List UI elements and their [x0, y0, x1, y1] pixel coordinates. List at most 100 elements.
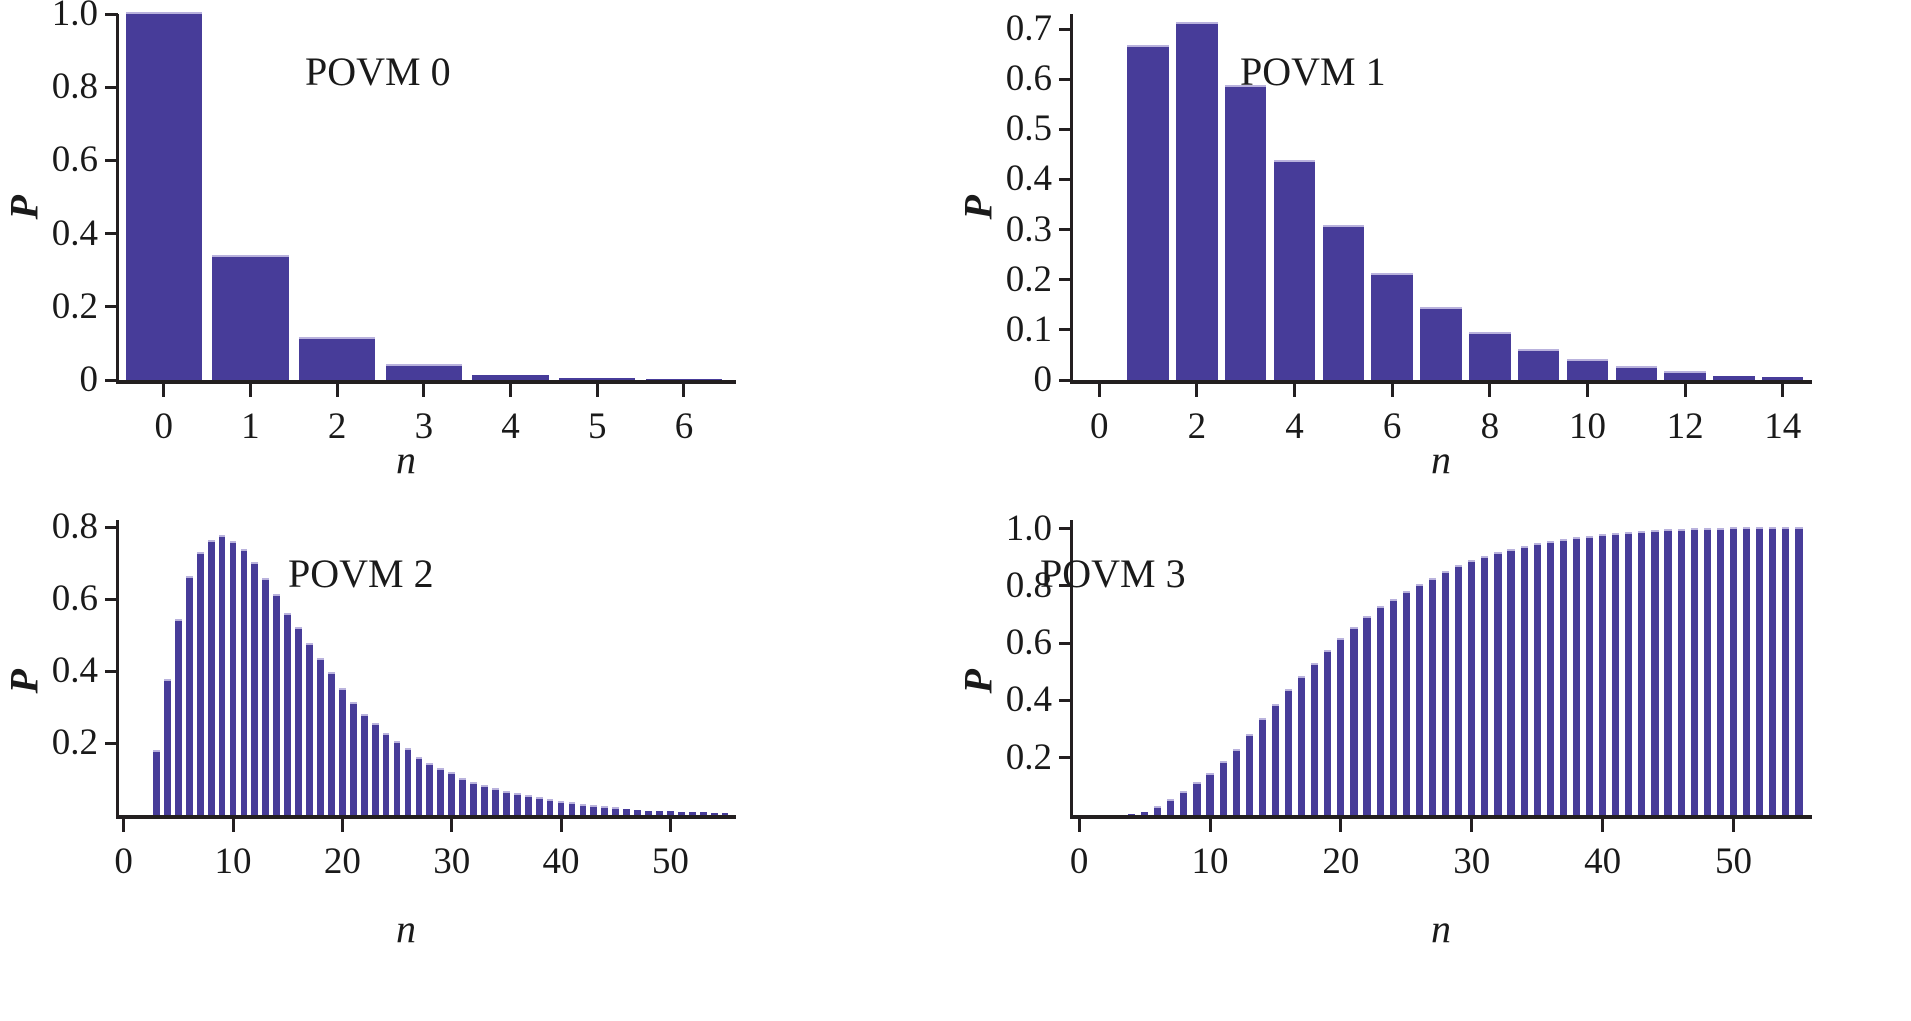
bar — [1389, 598, 1397, 815]
bar — [1176, 21, 1218, 380]
bar — [1729, 527, 1738, 815]
x-tick-label: 6 — [1382, 406, 1402, 447]
x-tick-label: 0 — [114, 841, 133, 882]
x-tick-povm-1 — [1488, 383, 1492, 397]
bar — [710, 812, 718, 815]
bar — [1507, 548, 1515, 815]
bar — [546, 798, 554, 815]
y-axis-line-povm-0 — [116, 14, 119, 380]
y-tick-label: 0 — [79, 359, 99, 400]
bar — [338, 687, 346, 815]
bar — [229, 541, 237, 815]
y-tick-label: 0.8 — [51, 506, 98, 548]
bar — [295, 627, 302, 815]
bar — [1273, 159, 1316, 380]
bar — [1415, 583, 1423, 815]
bar — [415, 756, 423, 815]
y-tick-povm-1 — [1059, 77, 1072, 81]
x-tick-povm-0 — [248, 383, 252, 397]
y-tick-label: 0.4 — [51, 212, 98, 254]
y-tick-povm-0 — [105, 12, 118, 16]
bar — [513, 792, 521, 815]
y-tick-label: 0.6 — [1005, 622, 1052, 664]
y-axis-label-povm-0: P — [1, 195, 47, 220]
x-axis-line-povm-0 — [116, 380, 736, 384]
bar-group-povm-2 — [116, 520, 736, 815]
y-tick-povm-1 — [1059, 328, 1072, 332]
bar — [1371, 273, 1413, 380]
bar — [1232, 748, 1240, 815]
bar — [251, 562, 259, 815]
x-tick-label: 20 — [323, 841, 361, 882]
x-tick-label: 50 — [1714, 841, 1752, 882]
bar — [1520, 545, 1528, 815]
bar-group-povm-0 — [116, 12, 736, 380]
bar — [1180, 790, 1188, 815]
x-tick-povm-3 — [1208, 818, 1212, 832]
bar — [634, 809, 641, 815]
bar — [645, 378, 723, 380]
x-tick-povm-0 — [682, 383, 686, 397]
bar — [612, 806, 620, 815]
x-tick-povm-3 — [1601, 818, 1605, 832]
y-tick-label: 0.2 — [51, 722, 98, 764]
y-tick-povm-1 — [1059, 278, 1072, 282]
bar — [1154, 805, 1162, 815]
x-tick-povm-3 — [1339, 818, 1343, 832]
bar — [1284, 688, 1293, 815]
bar — [174, 618, 182, 815]
x-tick-povm-1 — [1585, 383, 1589, 397]
x-tick-label: 2 — [327, 406, 347, 447]
bar — [1206, 772, 1214, 815]
y-axis-line-povm-3 — [1070, 520, 1073, 815]
bar — [1127, 813, 1136, 815]
bar — [1219, 760, 1227, 815]
x-tick-label: 50 — [651, 841, 689, 882]
x-tick-povm-0 — [422, 383, 426, 397]
x-tick-label: 30 — [433, 841, 471, 882]
y-tick-label: 0.4 — [1005, 158, 1052, 200]
bar — [1742, 527, 1751, 815]
y-tick-label: 0.6 — [1005, 58, 1052, 100]
bar — [382, 733, 390, 815]
bar — [371, 723, 379, 815]
bar — [1481, 556, 1489, 815]
x-tick-povm-1 — [1683, 383, 1687, 397]
bar — [1559, 538, 1567, 815]
bar — [1795, 526, 1803, 815]
x-tick-povm-0 — [335, 383, 339, 397]
y-tick-povm-2 — [105, 741, 118, 745]
bar — [1324, 649, 1332, 815]
panel-povm-2: P n POVM 2 0.2 0.4 0.6 0.8 0 10 20 30 40 50 — [0, 500, 940, 1021]
bar — [667, 811, 674, 815]
bar — [677, 811, 685, 815]
bar — [1572, 537, 1581, 815]
bar — [328, 671, 335, 815]
bar — [196, 551, 204, 815]
plot-area-povm-3 — [1059, 520, 1812, 832]
bar — [1782, 526, 1790, 815]
x-tick-label: 5 — [588, 406, 607, 447]
x-tick-povm-3 — [1731, 818, 1735, 832]
bar — [1140, 811, 1149, 815]
x-tick-label: 0 — [1069, 841, 1089, 882]
x-tick-label: 10 — [214, 841, 252, 882]
bar — [1585, 535, 1594, 815]
bar — [164, 679, 171, 815]
y-tick-label: 0.5 — [1005, 108, 1052, 150]
x-axis-line-povm-2 — [116, 815, 736, 819]
bar — [153, 750, 160, 815]
y-tick-label: 0.3 — [1005, 208, 1052, 250]
y-tick-label: 1.0 — [1005, 507, 1052, 549]
bar — [1494, 552, 1502, 815]
y-tick-povm-3 — [1059, 527, 1072, 531]
y-tick-povm-2 — [105, 597, 118, 601]
x-tick-povm-1 — [1195, 383, 1199, 397]
y-tick-label: 0 — [1033, 359, 1053, 400]
x-tick-label: 30 — [1453, 841, 1491, 882]
bar — [623, 809, 631, 815]
y-tick-povm-3 — [1059, 584, 1072, 588]
bar — [1245, 733, 1253, 815]
bar — [1638, 531, 1646, 815]
y-tick-label: 0.4 — [51, 650, 98, 692]
